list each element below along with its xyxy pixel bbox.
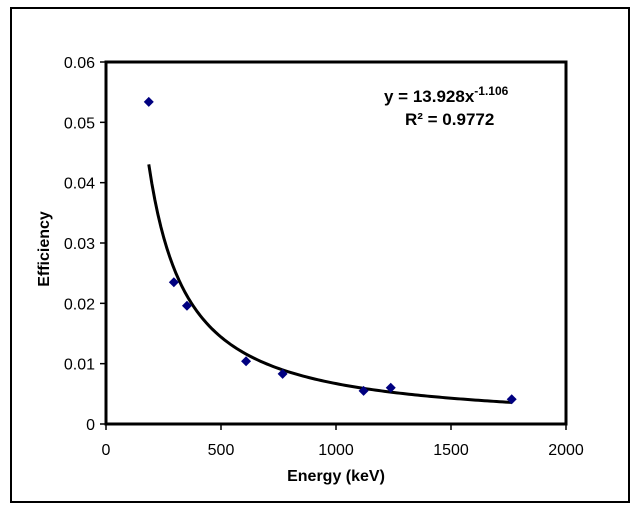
data-point — [277, 368, 288, 379]
trendline-equation: y = 13.928x-1.106 — [384, 84, 509, 106]
y-tick-label: 0.05 — [64, 115, 95, 132]
r-squared-label: R² = 0.9772 — [405, 110, 494, 129]
plot-area-border — [104, 60, 568, 426]
data-point — [143, 96, 154, 107]
x-tick-label: 0 — [102, 442, 111, 459]
x-axis-title: Energy (keV) — [287, 468, 385, 485]
y-axis-title: Efficiency — [36, 211, 53, 287]
x-tick-label: 1000 — [318, 442, 354, 459]
axes — [100, 60, 568, 430]
tick-labels: 0 0.01 0.02 0.03 0.04 0.05 0.06 0 500 1000 1500 200… — [64, 55, 584, 459]
data-point — [385, 382, 396, 393]
x-tick-label: 1500 — [433, 442, 469, 459]
data-point — [358, 385, 369, 396]
data-point — [241, 356, 252, 367]
equation-exponent: -1.106 — [474, 84, 508, 98]
y-tick-label: 0 — [86, 417, 95, 434]
data-point — [506, 394, 517, 405]
y-tick-label: 0.01 — [64, 357, 95, 374]
y-tick-label: 0.04 — [64, 176, 95, 193]
chart-frame — [10, 7, 630, 503]
power-trendline — [147, 164, 512, 404]
equation-base: y = 13.928x — [384, 87, 475, 106]
x-tick-label: 500 — [208, 442, 235, 459]
data-points — [143, 96, 517, 405]
y-tick-label: 0.03 — [64, 236, 95, 253]
data-point — [181, 300, 192, 311]
y-tick-label: 0.06 — [64, 55, 95, 72]
y-tick-label: 0.02 — [64, 296, 95, 313]
x-tick-label: 2000 — [548, 442, 584, 459]
trendline-layer — [147, 164, 512, 404]
data-point — [168, 277, 179, 288]
